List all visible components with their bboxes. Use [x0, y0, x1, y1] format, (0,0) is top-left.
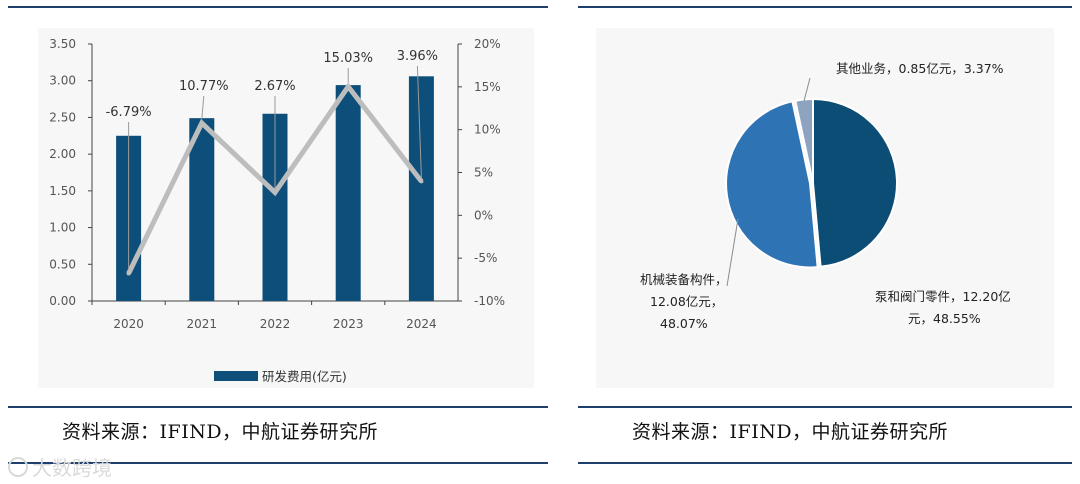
line-point — [126, 271, 131, 276]
data-label-leader — [201, 95, 205, 120]
pie-label-machine-line2: 12.08亿元， — [650, 294, 723, 309]
x-tick-label: 2023 — [333, 317, 364, 331]
y2-tick-label: -10% — [474, 294, 505, 308]
y-tick-label: 1.00 — [49, 221, 76, 235]
top-rule-left — [8, 6, 548, 8]
source-note-right: 资料来源：IFIND，中航证券研究所 — [632, 421, 949, 443]
pie-chart: 其他业务，0.85亿元，3.37% 机械装备构件， 12.08亿元， 48.07… — [640, 61, 1011, 331]
line-point — [273, 190, 277, 195]
data-label: 2.67% — [254, 79, 295, 94]
source-rule-right-bottom — [578, 462, 1072, 464]
y2-tick-label: 15% — [474, 80, 501, 94]
y-tick-label: 0.00 — [49, 294, 76, 308]
watermark: 大数跨境 — [8, 452, 112, 481]
data-label: 10.77% — [179, 79, 229, 94]
pie-label-other: 其他业务，0.85亿元，3.37% — [836, 61, 1004, 76]
y-tick-label: 2.00 — [49, 147, 76, 161]
top-rule-right — [578, 6, 1072, 8]
y2-tick-label: 10% — [474, 123, 501, 137]
x-tick-label: 2021 — [187, 317, 218, 331]
bar — [335, 85, 361, 302]
data-label: 3.96% — [397, 49, 438, 64]
y-tick-label: 0.50 — [49, 257, 76, 271]
y2-tick-label: -5% — [474, 251, 497, 265]
y2-tick-label: 0% — [474, 208, 493, 222]
y-tick-label: 3.50 — [49, 37, 76, 51]
x-tick-label: 2024 — [406, 317, 437, 331]
pie-slice — [725, 100, 819, 269]
y-tick-label: 3.00 — [49, 74, 76, 88]
data-label: -6.79% — [106, 105, 152, 120]
leader-line-machine — [726, 218, 739, 287]
watermark-logo-icon — [8, 457, 28, 477]
line-point — [199, 121, 204, 126]
y-tick-label: 1.50 — [49, 184, 76, 198]
legend-label: 研发费用(亿元) — [262, 369, 347, 384]
source-rule-left-top — [8, 406, 548, 408]
y-tick-label: 2.50 — [49, 110, 76, 124]
bar — [189, 118, 215, 301]
leader-line-other — [803, 77, 811, 102]
pie-label-machine-line1: 机械装备构件， — [640, 272, 728, 287]
pie-label-pump-line2: 元，48.55% — [908, 311, 981, 326]
legend-swatch — [214, 371, 258, 381]
data-label-leader — [416, 65, 422, 178]
pie-label-machine-line3: 48.07% — [660, 316, 708, 331]
bar-line-chart: 0.00 0.50 1.00 1.50 2.00 2.50 3.00 3.50 -10% -5%… — [49, 37, 505, 384]
pie-label-pump-line1: 泵和阀门零件，12.20亿 — [875, 289, 1011, 304]
bar — [408, 76, 434, 302]
y2-tick-label: 20% — [474, 37, 501, 51]
watermark-text: 大数跨境 — [32, 456, 112, 480]
pie-slice — [812, 97, 898, 268]
source-note-left: 资料来源：IFIND，中航证券研究所 — [62, 421, 379, 443]
line-point — [419, 179, 424, 184]
source-rule-left-bottom — [8, 462, 548, 464]
y2-tick-label: 5% — [474, 166, 493, 180]
source-rule-right-top — [578, 406, 1072, 408]
line-point — [346, 84, 351, 89]
data-label: 15.03% — [323, 51, 373, 66]
x-tick-label: 2020 — [113, 317, 144, 331]
x-tick-label: 2022 — [260, 317, 291, 331]
